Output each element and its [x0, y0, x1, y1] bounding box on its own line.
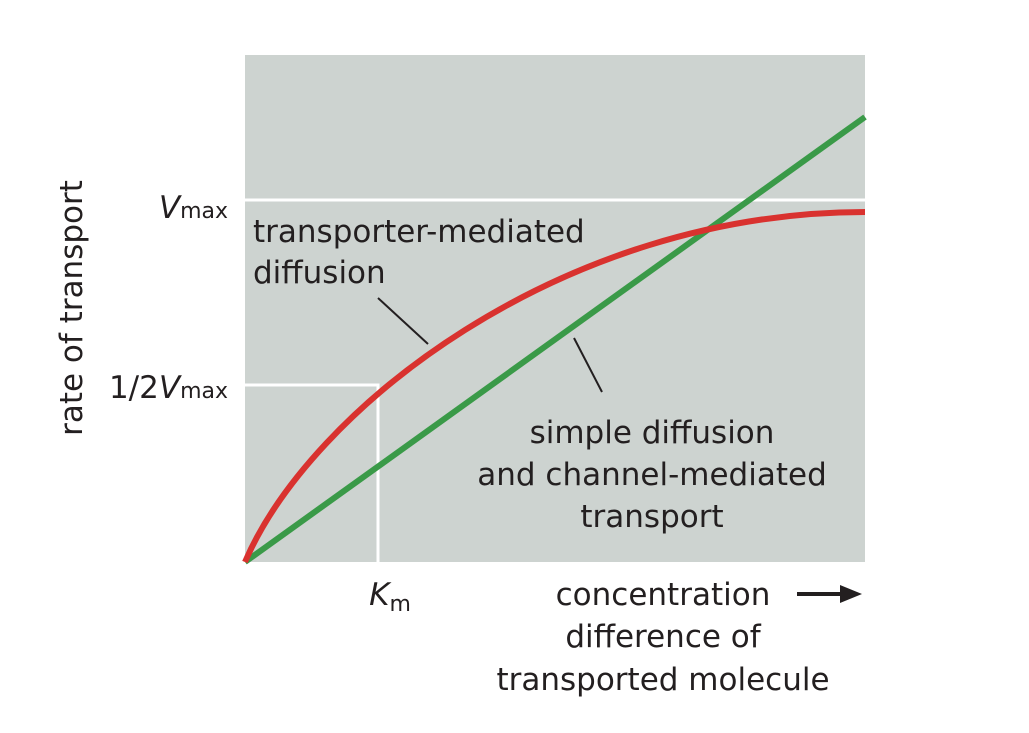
- half-vmax-lines: [245, 383, 380, 562]
- transporter-label: transporter-mediated: [253, 214, 585, 250]
- simple-label: transport: [580, 499, 723, 535]
- transporter-curve: [242, 209, 866, 564]
- x-arrow-head: [840, 585, 862, 603]
- simple-diffusion-line: [243, 114, 867, 565]
- vmax-label: Vmax: [159, 190, 228, 226]
- km-label: Km: [369, 577, 411, 617]
- label-part: m: [389, 592, 410, 617]
- label-part: V: [159, 190, 183, 226]
- label-part: max: [180, 199, 228, 224]
- label-part: K: [369, 577, 392, 613]
- label-part: 1/2: [109, 370, 159, 406]
- leader-line: [573, 337, 603, 393]
- transporter-label: diffusion: [253, 255, 386, 291]
- half-vmax-label: 1/2Vmax: [109, 370, 228, 406]
- leader-line: [377, 297, 429, 345]
- x-axis-label: transported molecule: [496, 662, 829, 698]
- simple-label: simple diffusion: [530, 415, 775, 451]
- x-axis-label: concentration: [556, 577, 771, 613]
- simple-label: and channel-mediated: [477, 457, 827, 493]
- label-part: V: [159, 370, 183, 406]
- x-axis-label: difference of: [565, 619, 761, 655]
- plot-area: [245, 55, 865, 562]
- y-axis-label: rate of transport: [54, 180, 90, 436]
- label-part: max: [180, 379, 228, 404]
